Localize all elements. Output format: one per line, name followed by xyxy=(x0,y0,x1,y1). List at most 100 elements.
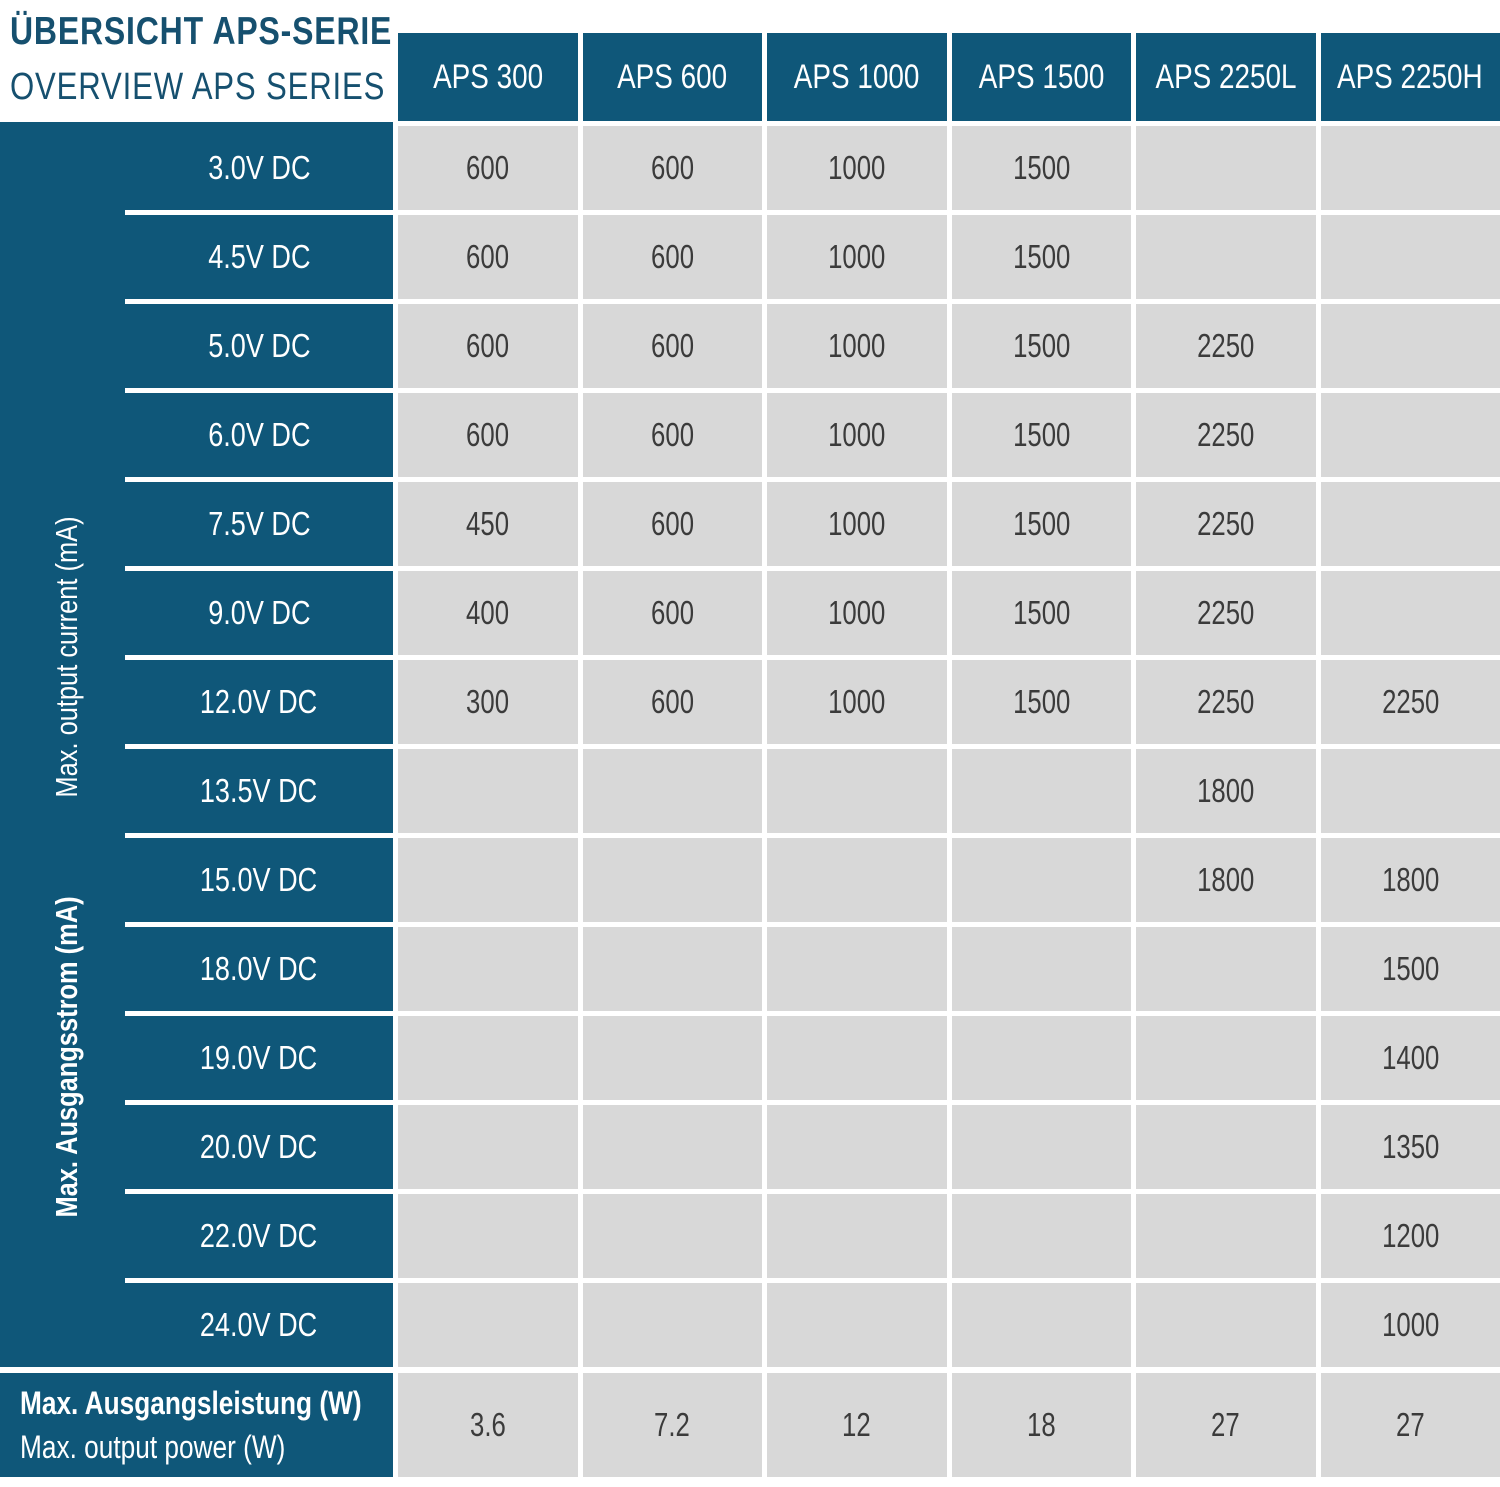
row-voltage-label: 18.0V DC xyxy=(125,927,393,1011)
table-row: 5.0V DC 600 600 1000 1500 2250 xyxy=(0,304,1500,388)
data-cell: 1000 xyxy=(767,482,947,566)
row-voltage-label: 7.5V DC xyxy=(125,482,393,566)
data-cell: 1500 xyxy=(951,660,1131,744)
data-cell xyxy=(582,927,762,1011)
table-row: 20.0V DC 1350 xyxy=(0,1105,1500,1189)
data-cell: 600 xyxy=(582,126,762,210)
data-cell: 1400 xyxy=(1320,1016,1500,1100)
footer-value-cell: 18 xyxy=(951,1373,1131,1477)
data-cell: 1500 xyxy=(951,393,1131,477)
column-header: APS 600 xyxy=(582,33,762,121)
data-cell xyxy=(767,749,947,833)
data-cell xyxy=(398,927,578,1011)
row-spacer xyxy=(0,571,120,655)
data-cell xyxy=(1136,1105,1316,1189)
table-row: 13.5V DC 1800 xyxy=(0,749,1500,833)
footer-value-cell: 7.2 xyxy=(582,1373,762,1477)
data-cell: 1200 xyxy=(1320,1194,1500,1278)
row-voltage-label: 3.0V DC xyxy=(125,126,393,210)
data-cell: 1800 xyxy=(1136,749,1316,833)
table-row: 4.5V DC 600 600 1000 1500 xyxy=(0,215,1500,299)
table-row: 22.0V DC 1200 xyxy=(0,1194,1500,1278)
data-cell: 1000 xyxy=(767,571,947,655)
data-cell: 450 xyxy=(398,482,578,566)
row-voltage-label: 13.5V DC xyxy=(125,749,393,833)
data-cell: 600 xyxy=(582,215,762,299)
footer-label: Max. Ausgangsleistung (W) Max. output po… xyxy=(0,1373,393,1477)
row-voltage-label: 9.0V DC xyxy=(125,571,393,655)
data-cell xyxy=(1136,1194,1316,1278)
data-cell: 1500 xyxy=(1320,927,1500,1011)
data-cell xyxy=(1136,1283,1316,1367)
row-spacer xyxy=(0,126,120,210)
table-row: 3.0V DC 600 600 1000 1500 xyxy=(0,126,1500,210)
data-cell xyxy=(582,749,762,833)
data-cell xyxy=(582,1283,762,1367)
data-cell xyxy=(398,1194,578,1278)
footer-label-german: Max. Ausgangsleistung (W) xyxy=(20,1385,362,1421)
data-cell xyxy=(1320,393,1500,477)
data-cell xyxy=(767,838,947,922)
data-cell: 400 xyxy=(398,571,578,655)
row-spacer xyxy=(0,482,120,566)
row-spacer xyxy=(0,749,120,833)
data-cell xyxy=(951,838,1131,922)
row-voltage-label: 6.0V DC xyxy=(125,393,393,477)
data-cell: 600 xyxy=(582,304,762,388)
data-cell: 1000 xyxy=(767,393,947,477)
column-header: APS 2250H xyxy=(1320,33,1500,121)
row-spacer xyxy=(0,304,120,388)
data-cell: 600 xyxy=(398,393,578,477)
data-cell xyxy=(1136,126,1316,210)
row-voltage-label: 4.5V DC xyxy=(125,215,393,299)
data-cell: 300 xyxy=(398,660,578,744)
row-spacer xyxy=(0,927,120,1011)
data-cell xyxy=(1136,1016,1316,1100)
header-spacer xyxy=(0,33,393,121)
row-spacer xyxy=(0,1194,120,1278)
data-cell xyxy=(398,749,578,833)
data-cell: 600 xyxy=(398,126,578,210)
data-cell xyxy=(1136,927,1316,1011)
data-cell: 1500 xyxy=(951,482,1131,566)
row-voltage-label: 22.0V DC xyxy=(125,1194,393,1278)
data-cell: 2250 xyxy=(1136,571,1316,655)
footer-value-cell: 12 xyxy=(767,1373,947,1477)
data-cell xyxy=(1320,482,1500,566)
column-header: APS 300 xyxy=(398,33,578,121)
data-cell xyxy=(398,1105,578,1189)
table-row: 15.0V DC 1800 1800 xyxy=(0,838,1500,922)
data-cell: 600 xyxy=(582,393,762,477)
data-cell: 600 xyxy=(582,482,762,566)
row-voltage-label: 24.0V DC xyxy=(200,1306,318,1343)
table-row: 7.5V DC 450 600 1000 1500 2250 xyxy=(0,482,1500,566)
row-spacer xyxy=(0,1016,120,1100)
data-cell xyxy=(1320,749,1500,833)
row-spacer xyxy=(0,215,120,299)
page-title: ÜBERSICHT APS-SERIE OVERVIEW APS SERIES xyxy=(10,4,476,114)
row-spacer xyxy=(0,838,120,922)
title-german: ÜBERSICHT APS-SERIE xyxy=(10,10,393,53)
data-cell: 1000 xyxy=(1320,1283,1500,1367)
data-cell xyxy=(951,927,1131,1011)
table-row: 24.0V DC 1000 xyxy=(0,1283,1500,1367)
table-row: 18.0V DC 1500 xyxy=(0,927,1500,1011)
row-axis-panel: Max. output current (mA) Max. Ausgangsst… xyxy=(0,122,393,1367)
footer-value-cell: 3.6 xyxy=(398,1373,578,1477)
row-voltage-label: 19.0V DC xyxy=(125,1016,393,1100)
data-cell: 1800 xyxy=(1136,838,1316,922)
footer-row: Max. Ausgangsleistung (W) Max. output po… xyxy=(0,1373,1500,1477)
table-row: 6.0V DC 600 600 1000 1500 2250 xyxy=(0,393,1500,477)
data-cell: 1500 xyxy=(951,126,1131,210)
data-cell: 600 xyxy=(582,571,762,655)
data-cell: 600 xyxy=(582,660,762,744)
table-row: 19.0V DC 1400 xyxy=(0,1016,1500,1100)
row-voltage-label: 5.0V DC xyxy=(125,304,393,388)
data-cell xyxy=(767,1016,947,1100)
data-cell xyxy=(951,1016,1131,1100)
column-header: APS 1000 xyxy=(767,33,947,121)
data-cell xyxy=(951,1194,1131,1278)
data-cell xyxy=(1320,571,1500,655)
data-cell: 1000 xyxy=(767,126,947,210)
